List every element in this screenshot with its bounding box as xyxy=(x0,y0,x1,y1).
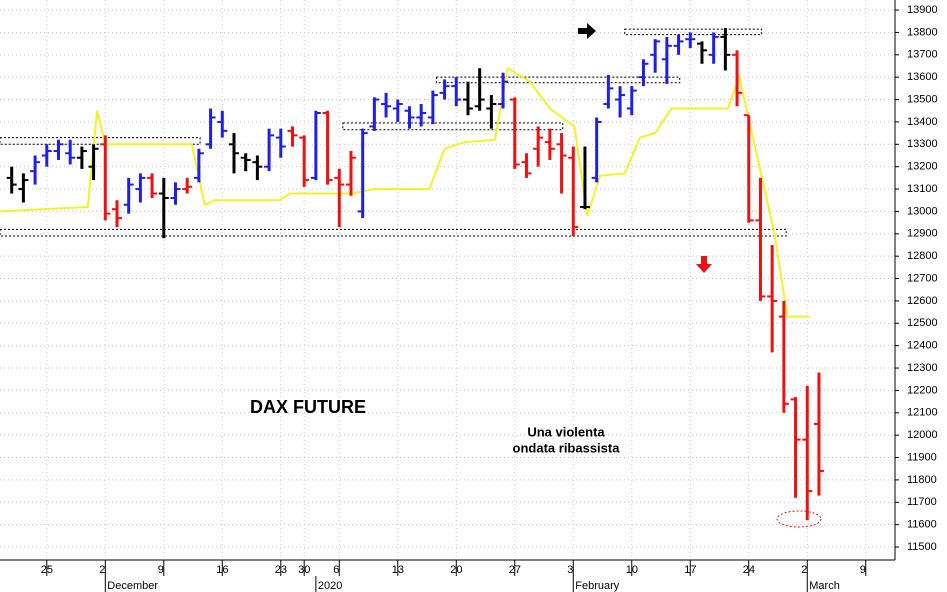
support-band xyxy=(342,122,564,131)
x-tick-label: 2 xyxy=(99,564,105,576)
x-tick-label: 9 xyxy=(158,564,164,576)
chart-title: DAX FUTURE xyxy=(250,397,366,417)
x-tick-label: 20 xyxy=(450,564,462,576)
y-tick-label: 11900 xyxy=(907,451,937,463)
y-tick-label: 13300 xyxy=(907,138,938,150)
x-tick-label: 9 xyxy=(860,564,866,576)
y-tick-label: 12800 xyxy=(907,250,938,262)
arrow-right xyxy=(578,23,596,39)
x-tick-label: 27 xyxy=(509,564,521,576)
y-tick-label: 13100 xyxy=(907,183,938,195)
annotation: Una violenta xyxy=(527,424,605,439)
y-tick-label: 13800 xyxy=(907,26,938,38)
x-month-label: February xyxy=(575,580,620,592)
y-tick-label: 13700 xyxy=(907,49,938,61)
y-tick-label: 12700 xyxy=(907,272,938,284)
x-tick-label: 6 xyxy=(333,564,339,576)
x-tick-label: 24 xyxy=(743,564,755,576)
x-tick-label: 13 xyxy=(392,564,404,576)
y-tick-label: 13200 xyxy=(907,161,938,173)
y-tick-label: 12600 xyxy=(907,295,938,307)
support-band xyxy=(624,28,763,36)
annotation: ondata ribassista xyxy=(513,440,621,455)
y-tick-label: 11500 xyxy=(907,541,937,553)
x-tick-label: 16 xyxy=(216,564,228,576)
y-tick-label: 12000 xyxy=(907,429,938,441)
x-tick-label: 23 xyxy=(275,564,287,576)
y-tick-label: 12400 xyxy=(907,340,938,352)
y-tick-label: 12500 xyxy=(907,317,938,329)
y-tick-label: 12200 xyxy=(907,384,938,396)
support-band xyxy=(435,76,681,84)
x-tick-label: 2 xyxy=(801,564,807,576)
y-tick-label: 13900 xyxy=(907,4,938,16)
x-tick-label: 17 xyxy=(684,564,696,576)
x-tick-label: 10 xyxy=(626,564,638,576)
y-tick-label: 13000 xyxy=(907,205,938,217)
x-month-label: December xyxy=(107,580,158,592)
support-band xyxy=(0,228,787,237)
y-tick-label: 12300 xyxy=(907,362,938,374)
y-tick-label: 13500 xyxy=(907,93,938,105)
y-tick-label: 13400 xyxy=(907,116,938,128)
y-tick-label: 11600 xyxy=(907,519,937,531)
x-month-label: 2020 xyxy=(318,580,342,592)
arrow-down xyxy=(696,256,712,273)
x-tick-label: 30 xyxy=(298,564,310,576)
y-tick-label: 12100 xyxy=(907,407,938,419)
x-tick-label: 25 xyxy=(41,564,53,576)
highlight-ellipse xyxy=(776,510,822,528)
y-tick-label: 12900 xyxy=(907,228,938,240)
y-tick-label: 11800 xyxy=(907,474,937,486)
y-tick-label: 13600 xyxy=(907,71,938,83)
x-month-label: March xyxy=(809,580,840,592)
x-tick-label: 3 xyxy=(567,564,573,576)
y-tick-label: 11700 xyxy=(907,496,937,508)
support-band xyxy=(0,137,201,145)
